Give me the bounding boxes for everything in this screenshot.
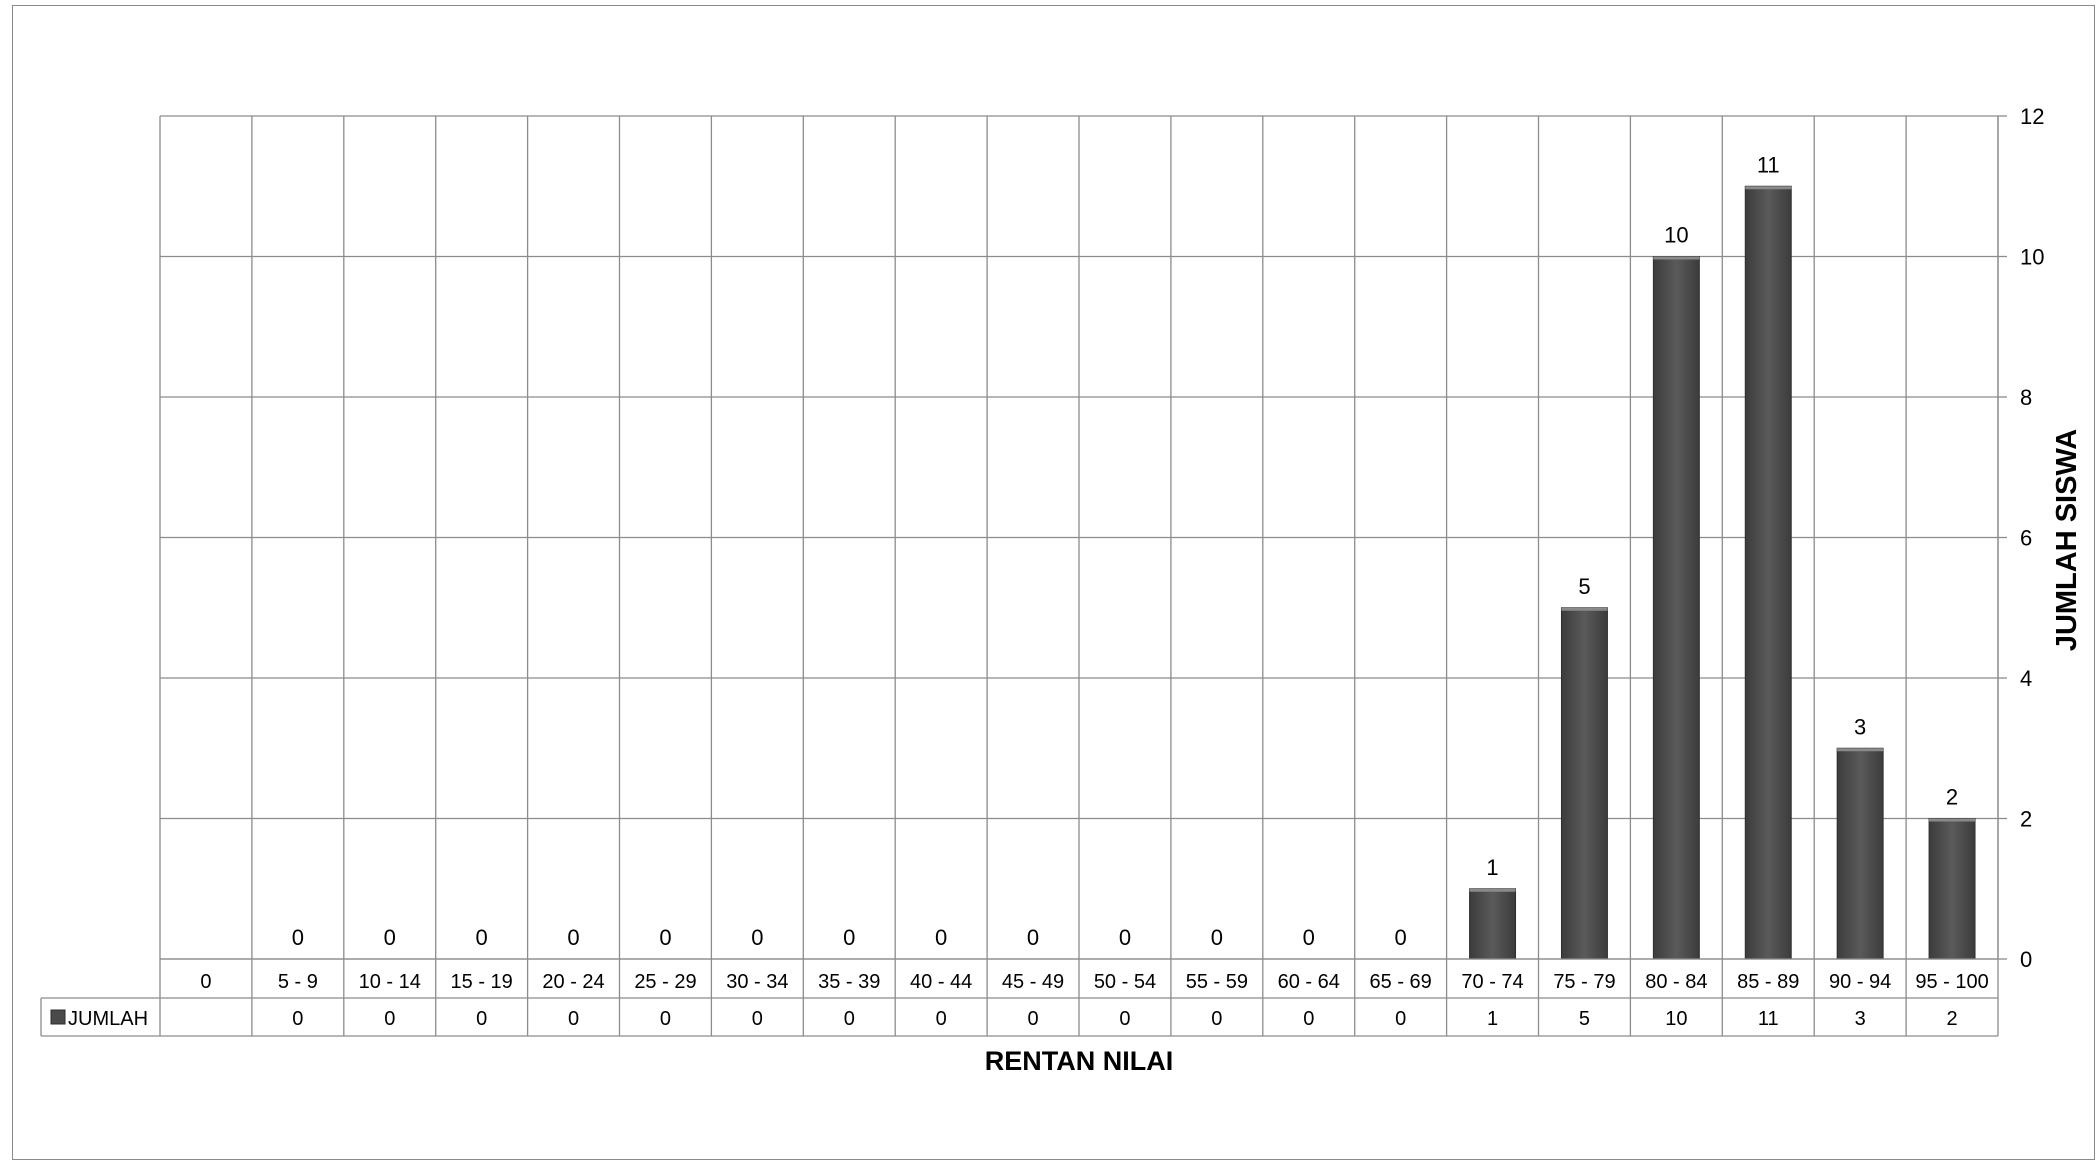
x-tick-label: 60 - 64 [1278,971,1340,993]
table-value: 0 [568,1008,579,1030]
y-tick-label: 2 [2020,807,2032,832]
legend-swatch [50,1009,66,1025]
table-value: 1 [1487,1008,1498,1030]
x-tick-label: 80 - 84 [1645,971,1707,993]
data-label: 0 [843,925,855,950]
table-value: 0 [660,1008,671,1030]
table-value: 0 [936,1008,947,1030]
data-label: 3 [1854,714,1866,739]
data-table: 0 5 - 9 0 10 - 14 0 15 - 19 0 20 - 24 0 25 - 29 0 3… [40,958,1998,1037]
table-value: 0 [1211,1008,1222,1030]
table-value: 11 [1758,1008,1779,1030]
table-value: 0 [384,1008,395,1030]
x-tick-label: 85 - 89 [1737,971,1799,993]
data-label: 0 [1211,925,1223,950]
y-tick-label: 8 [2020,385,2032,410]
bar-top-highlight [1653,256,1700,260]
x-tick-label: 45 - 49 [1002,971,1064,993]
data-label: 0 [476,925,488,950]
bars [1469,185,1976,960]
bar-top-highlight [1745,186,1792,190]
data-label: 0 [935,925,947,950]
table-value: 10 [1665,1008,1687,1030]
table-value: 5 [1579,1008,1590,1030]
x-tick-label: 15 - 19 [451,971,513,993]
bar [1744,185,1792,960]
y-tick-label: 6 [2020,526,2032,551]
table-value: 0 [1303,1008,1314,1030]
data-label: 0 [567,925,579,950]
bar-top-highlight [1469,888,1516,892]
x-tick-label: 35 - 39 [818,971,880,993]
bar [1560,607,1608,960]
data-label: 1 [1486,855,1498,880]
x-tick-label: 10 - 14 [359,971,421,993]
bar-top-highlight [1561,607,1608,611]
x-tick-label: 95 - 100 [1915,971,1988,993]
data-label: 2 [1946,785,1958,810]
y-tick-label: 10 [2020,245,2044,270]
x-tick-label: 75 - 79 [1553,971,1615,993]
x-tick-label: 65 - 69 [1370,971,1432,993]
table-value: 2 [1946,1008,1957,1030]
bar [1652,256,1700,960]
table-value: 3 [1855,1008,1866,1030]
x-tick-label: 90 - 94 [1829,971,1891,993]
x-tick-label: 25 - 29 [634,971,696,993]
x-tick-label: 30 - 34 [726,971,788,993]
legend-label: JUMLAH [68,1008,148,1030]
gridlines [159,115,2007,1036]
table-value: 0 [292,1008,303,1030]
table-value: 0 [476,1008,487,1030]
x-axis-title: RENTAN NILAI [985,1046,1174,1076]
y-tick-label: 0 [2020,947,2032,972]
bar [1469,888,1517,960]
table-value: 0 [844,1008,855,1030]
x-tick-label: 50 - 54 [1094,971,1156,993]
x-tick-label: 40 - 44 [910,971,972,993]
data-label: 0 [659,925,671,950]
x-tick-label: 20 - 24 [542,971,604,993]
x-tick-label: 5 - 9 [278,971,318,993]
data-label: 0 [1303,925,1315,950]
table-value: 0 [1027,1008,1038,1030]
data-label: 11 [1757,152,1780,177]
y-tick-label: 12 [2020,104,2044,129]
x-tick-label: 55 - 59 [1186,971,1248,993]
data-label: 0 [292,925,304,950]
table-value: 0 [1119,1008,1130,1030]
data-label: 0 [384,925,396,950]
table-value: 0 [1395,1008,1406,1030]
bar [1928,818,1976,960]
bar-top-highlight [1929,818,1976,822]
data-label: 5 [1578,574,1590,599]
data-label: 0 [751,925,763,950]
bar-top-highlight [1837,748,1884,752]
data-label: 0 [1395,925,1407,950]
data-label: 10 [1664,223,1688,248]
bar [1836,747,1884,960]
data-label: 0 [1027,925,1039,950]
y-tick-label: 4 [2020,666,2032,691]
y-axis: 0 2 4 6 8 10 12 [2020,104,2044,972]
x-tick-label: 0 [200,971,211,993]
data-label: 0 [1119,925,1131,950]
table-value: 0 [752,1008,763,1030]
y-axis-title: JUMLAH SISWA [2051,429,2083,651]
data-labels: 0 0 0 0 0 0 0 0 0 0 0 0 0 1 5 10 11 3 2 [292,152,1958,950]
x-tick-label: 70 - 74 [1461,971,1523,993]
